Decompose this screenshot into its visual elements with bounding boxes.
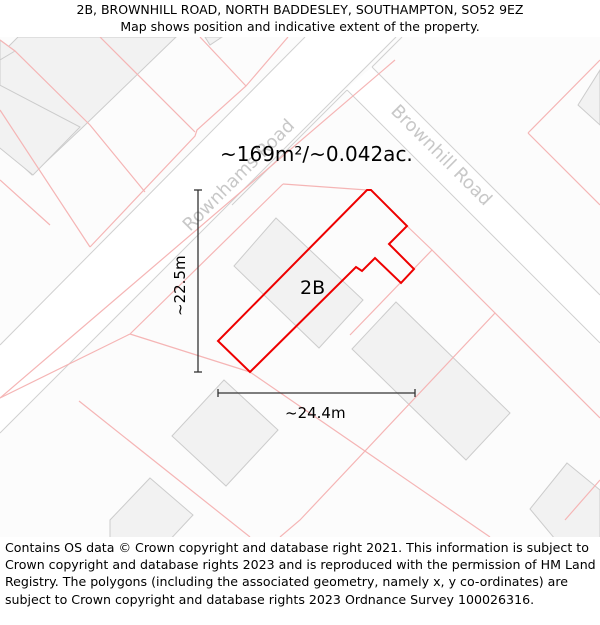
plot-label: 2B	[300, 277, 325, 299]
vertical-dimension-label: ~22.5m	[171, 255, 189, 316]
property-map[interactable]: Rownhams Road Brownhill Road ~169m²/~0.0…	[0, 37, 600, 537]
vertical-dimension	[194, 189, 202, 373]
property-outline[interactable]	[216, 189, 416, 374]
property-address: 2B, BROWNHILL ROAD, NORTH BADDESLEY, SOU…	[76, 2, 524, 17]
map-subtitle: Map shows position and indicative extent…	[120, 19, 480, 34]
horizontal-dimension	[217, 389, 416, 397]
horizontal-dimension-label: ~24.4m	[285, 404, 346, 422]
map-header: 2B, BROWNHILL ROAD, NORTH BADDESLEY, SOU…	[0, 0, 600, 38]
copyright-footer: Contains OS data © Crown copyright and d…	[5, 540, 596, 607]
parcel-boundaries	[0, 37, 600, 537]
brownhill-road	[231, 37, 600, 345]
area-label: ~169m²/~0.042ac.	[220, 142, 413, 166]
